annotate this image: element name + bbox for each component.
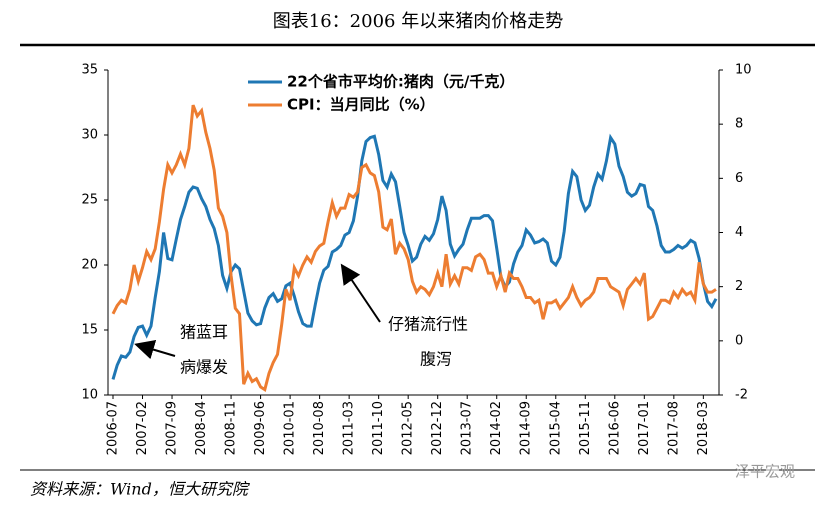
x-tick-label: 2009-06 [253, 401, 268, 455]
x-tick-label: 2007-09 [165, 401, 180, 455]
y-tick-label: 30 [81, 128, 98, 143]
y2-tick-label: 0 [735, 333, 743, 348]
x-tick-label: 2008-04 [194, 401, 209, 455]
annotation: 病爆发 [180, 358, 228, 377]
x-tick-label: 2006-07 [106, 401, 121, 455]
annotation: 腹泻 [420, 350, 452, 369]
legend-label: 22个省市平均价:猪肉（元/千克） [287, 73, 514, 91]
series-line [111, 104, 717, 392]
x-tick-label: 2012-05 [401, 401, 416, 455]
legend-label: CPI：当月同比（%） [287, 96, 435, 114]
y2-tick-label: 10 [735, 63, 752, 78]
annotation: 仔猪流行性 [388, 315, 468, 334]
x-tick-label: 2014-02 [489, 401, 504, 455]
source: 资料来源：Wind，恒大研究院 [30, 480, 251, 499]
x-tick-label: 2010-01 [283, 401, 298, 455]
x-tick-label: 2018-03 [696, 401, 711, 455]
arrow [340, 263, 381, 323]
x-tick-label: 2010-08 [312, 401, 327, 455]
x-tick-label: 2012-12 [430, 401, 445, 455]
x-tick-label: 2014-09 [519, 401, 534, 455]
x-tick-label: 2011-03 [342, 401, 357, 455]
watermark: 泽平宏观 [735, 463, 795, 481]
x-tick-label: 2008-11 [224, 401, 239, 455]
x-tick-label: 2017-01 [637, 401, 652, 455]
y-tick-label: 35 [81, 63, 98, 78]
arrow [134, 339, 176, 360]
x-tick-label: 2015-04 [548, 401, 563, 455]
y2-tick-label: 2 [735, 279, 743, 294]
y2-tick-label: 6 [735, 171, 743, 186]
x-tick-label: 2015-11 [578, 401, 593, 455]
annotation: 猪蓝耳 [180, 323, 228, 342]
y2-tick-label: 8 [735, 117, 743, 132]
y-tick-label: 20 [81, 258, 98, 273]
x-tick-label: 2011-10 [371, 401, 386, 455]
y-tick-label: 15 [81, 323, 98, 338]
x-tick-label: 2017-08 [666, 401, 681, 455]
x-tick-label: 2007-02 [135, 401, 150, 455]
y-tick-label: 10 [81, 388, 98, 403]
series-line [111, 133, 718, 380]
y-tick-label: 25 [81, 193, 98, 208]
y2-tick-label: 4 [735, 225, 743, 240]
y2-tick-label: -2 [735, 388, 748, 403]
x-tick-label: 2013-07 [460, 401, 475, 455]
x-tick-label: 2016-06 [607, 401, 622, 455]
chart-title: 图表16：2006 年以来猪肉价格走势 [273, 11, 563, 32]
